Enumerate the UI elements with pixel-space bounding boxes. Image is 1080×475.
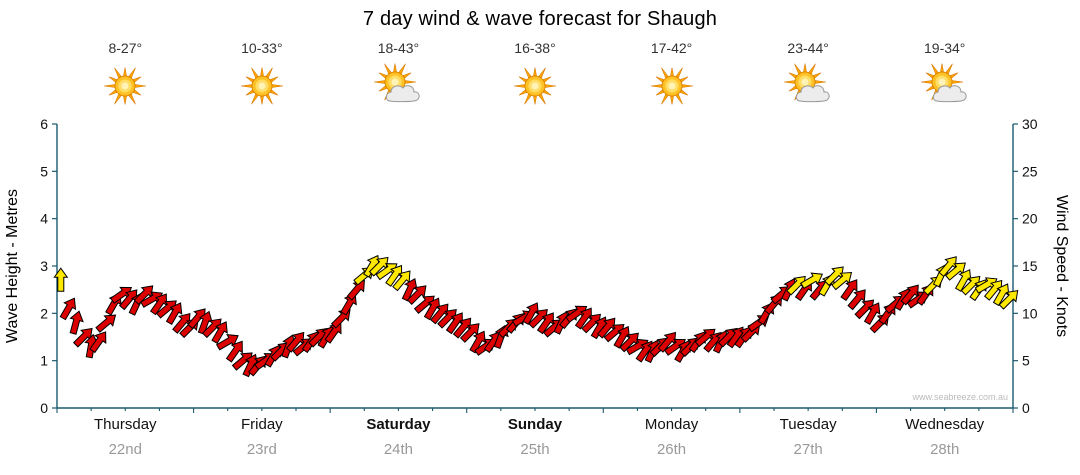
watermark: www.seabreeze.com.au — [912, 392, 1008, 402]
wind-arrow — [800, 272, 824, 289]
wind-arrow — [225, 340, 243, 363]
chart-title: 7 day wind & wave forecast for Shaugh — [362, 8, 718, 30]
right-tick-label: 15 — [1022, 258, 1038, 274]
wind-arrow — [72, 327, 93, 348]
wind-arrow — [165, 302, 183, 326]
wind-arrow — [69, 310, 84, 335]
wind-arrow — [452, 317, 472, 339]
wind-arrow — [385, 264, 403, 287]
right-tick-label: 30 — [1022, 116, 1038, 132]
wind-arrow — [216, 334, 239, 351]
wind-arrow — [945, 262, 966, 281]
wind-arrow — [597, 317, 616, 339]
wind-arrow — [992, 283, 1010, 307]
left-axis-title: Wave Height - Metres — [4, 188, 21, 344]
wind-arrow — [522, 302, 539, 326]
right-axis-title: Wind Speed - Knots — [1053, 194, 1070, 338]
wind-arrow — [406, 285, 427, 306]
right-tick-label: 10 — [1022, 305, 1038, 321]
wind-arrow — [445, 312, 463, 335]
wind-arrow — [824, 266, 844, 287]
wind-arrow — [59, 297, 77, 321]
wind-arrow — [954, 269, 972, 292]
wind-arrow — [285, 331, 305, 353]
wind-arrow — [368, 256, 389, 277]
right-tick-label: 25 — [1022, 163, 1038, 179]
wind-arrow — [324, 321, 342, 344]
wind-arrow — [89, 331, 107, 354]
wind-arrow — [831, 271, 853, 291]
wind-arrow — [619, 332, 639, 353]
left-tick-label: 3 — [40, 258, 48, 274]
left-tick-label: 1 — [40, 353, 48, 369]
right-tick-label: 20 — [1022, 211, 1038, 227]
wind-arrow — [211, 321, 228, 344]
wind-arrow — [998, 290, 1019, 310]
wind-arrow — [430, 303, 449, 325]
wind-arrow — [346, 279, 365, 301]
wind-arrow — [863, 302, 881, 326]
right-tick-label: 0 — [1022, 400, 1030, 416]
left-tick-label: 5 — [40, 163, 48, 179]
left-tick-label: 2 — [40, 305, 48, 321]
wind-arrow — [53, 267, 69, 292]
wind-arrow — [133, 285, 154, 306]
wind-arrow — [574, 307, 592, 330]
wind-arrow — [392, 270, 411, 292]
left-tick-label: 0 — [40, 400, 48, 416]
left-tick-label: 6 — [40, 116, 48, 132]
wind-arrow — [172, 312, 191, 334]
wind-arrow — [840, 279, 858, 302]
wind-arrow — [95, 314, 117, 333]
wind-arrow — [459, 323, 480, 343]
wind-arrow — [847, 289, 866, 311]
wind-arrow — [983, 279, 1003, 301]
wind-arrow — [938, 256, 957, 278]
left-tick-label: 4 — [40, 211, 48, 227]
axis-frame — [56, 124, 1014, 409]
wind-arrow — [423, 297, 441, 321]
wind-arrow — [613, 325, 630, 349]
right-tick-label: 5 — [1022, 353, 1030, 369]
